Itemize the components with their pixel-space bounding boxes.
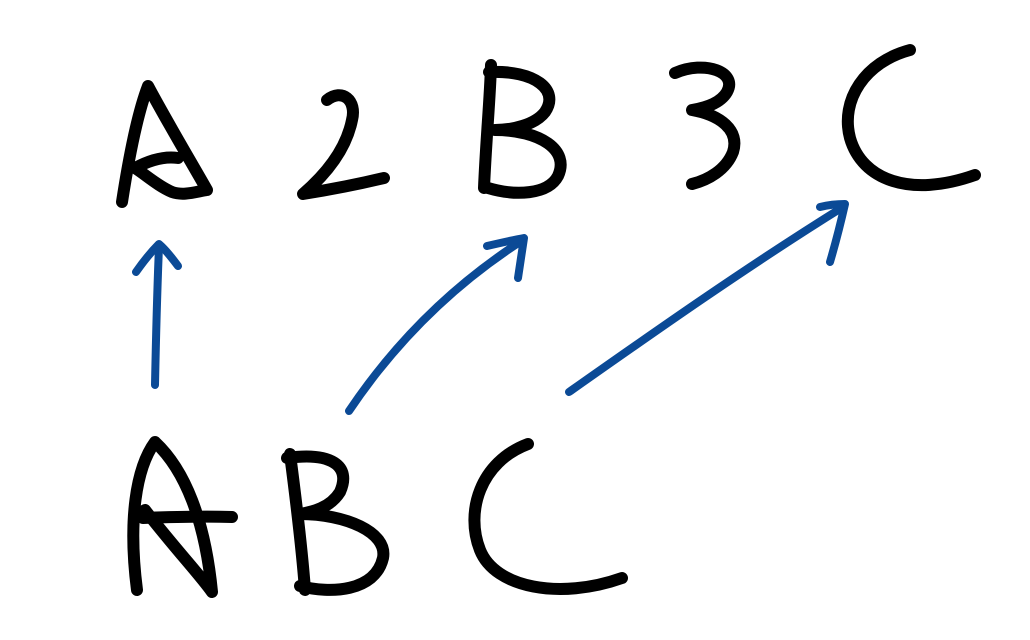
arrow-a-to-a	[132, 240, 182, 389]
bottom-letter-b	[281, 448, 390, 596]
arrow-c-to-c	[565, 200, 849, 396]
top-row	[116, 44, 981, 208]
top-letter-b	[478, 59, 567, 199]
top-letter-a	[116, 80, 213, 208]
bottom-letter-c	[468, 438, 628, 595]
bottom-letter-a	[127, 436, 238, 598]
top-digit-2	[297, 89, 390, 200]
mapping-arrows	[132, 200, 849, 415]
top-digit-3	[669, 61, 741, 190]
arrow-b-to-b	[345, 234, 528, 415]
top-letter-c	[841, 44, 981, 192]
bottom-row	[127, 436, 628, 598]
